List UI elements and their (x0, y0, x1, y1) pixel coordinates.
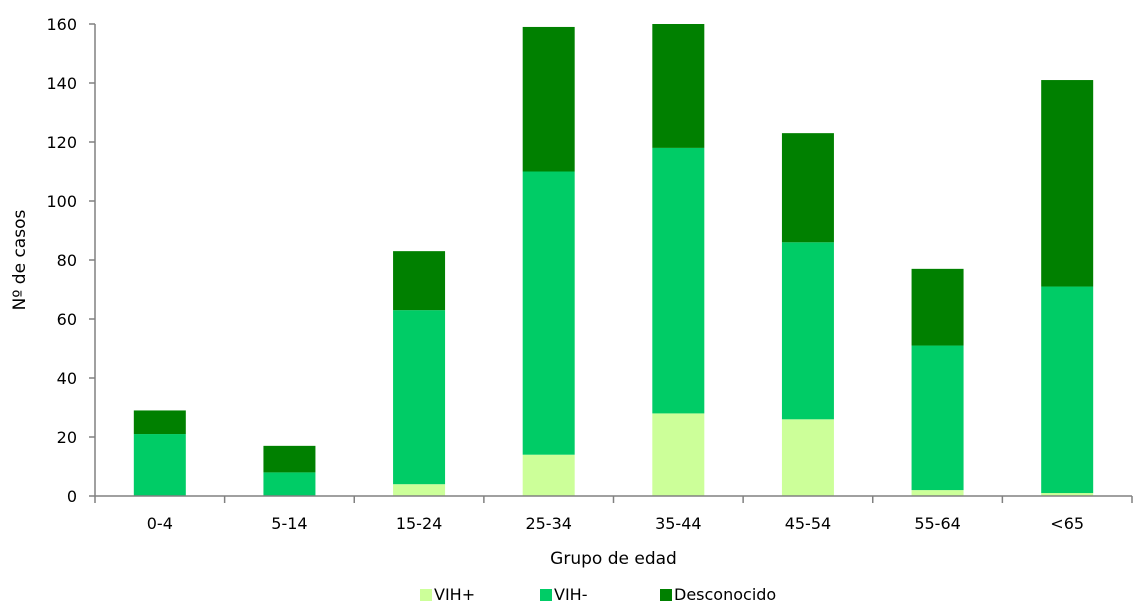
x-axis-label: Grupo de edad (550, 549, 677, 569)
x-tick-label: 45-54 (785, 514, 832, 533)
legend: VIH+ VIH- Desconocido (420, 585, 776, 604)
bar-segment (1041, 493, 1094, 496)
bar-segment (1041, 286, 1094, 494)
bar-segment (911, 490, 964, 496)
legend-label: VIH+ (434, 585, 475, 604)
bar-segment (263, 445, 316, 473)
y-ticks: 0 20 40 60 80 100 120 140 160 (46, 15, 95, 506)
bar-segment (781, 419, 834, 496)
y-tick-label: 40 (57, 369, 77, 388)
bar-segment (652, 24, 705, 148)
bar-segment (522, 454, 575, 496)
legend-label: Desconocido (674, 585, 776, 604)
x-tick-label: 0-4 (147, 514, 173, 533)
x-tick-label: 55-64 (914, 514, 961, 533)
bar-segment (133, 434, 186, 496)
bar-segment (652, 413, 705, 496)
bar-segment (652, 147, 705, 414)
y-tick-label: 160 (46, 15, 77, 34)
y-tick-label: 100 (46, 192, 77, 211)
x-tick-label: 25-34 (525, 514, 572, 533)
x-tick-label: 35-44 (655, 514, 702, 533)
bar-segment (522, 171, 575, 455)
x-tick-label: 5-14 (271, 514, 307, 533)
bar-segment (911, 268, 964, 346)
x-ticks: 0-4 5-14 15-24 25-34 35-44 45-54 55-64 <65 (94, 496, 1133, 533)
bar-segment (393, 251, 446, 311)
y-axis-label: Nº de casos (10, 210, 30, 311)
bar-segment (393, 484, 446, 496)
legend-swatch (420, 589, 432, 601)
legend-label: VIH- (554, 585, 587, 604)
legend-swatch (540, 589, 552, 601)
y-tick-label: 120 (46, 133, 77, 152)
bar-segment (781, 242, 834, 420)
legend-swatch (660, 589, 672, 601)
bar-segment (522, 26, 575, 172)
y-tick-label: 80 (57, 251, 77, 270)
axes-layer (94, 24, 1132, 497)
bar-segment (781, 133, 834, 243)
y-tick-label: 140 (46, 74, 77, 93)
y-tick-label: 0 (67, 487, 77, 506)
bar-segment (263, 472, 316, 496)
y-tick-label: 60 (57, 310, 77, 329)
bar-segment (911, 345, 964, 491)
y-tick-label: 20 (57, 428, 77, 447)
bars-layer (133, 24, 1094, 496)
bar-segment (133, 410, 186, 435)
x-tick-label: 15-24 (396, 514, 443, 533)
bar-segment (1041, 80, 1094, 287)
x-tick-label: <65 (1050, 514, 1084, 533)
bar-segment (393, 310, 446, 485)
